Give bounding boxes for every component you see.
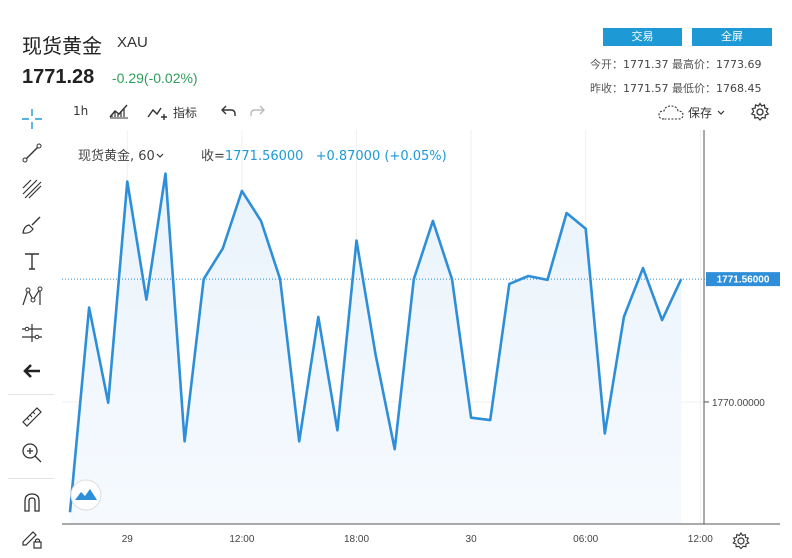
time-tick-label: 29 — [122, 534, 134, 545]
candle-type-icon[interactable] — [108, 102, 130, 120]
chart-toolbar: 1h 指标 保存 — [62, 98, 792, 130]
price-chart[interactable]: 29 12:00 18:00 30 06:00 12:00 1770.00000 1771… — [62, 130, 792, 558]
redo-icon[interactable] — [248, 103, 266, 119]
chart-legend: 现货黄金, 60 收=1771.56000 +0.87000 (+0.05%) — [78, 145, 447, 164]
drawing-tools-sidebar — [0, 98, 62, 558]
measure-icon[interactable] — [19, 320, 45, 346]
chevron-down-icon[interactable] — [155, 152, 165, 160]
open-label: 今开： — [590, 58, 623, 71]
fib-icon[interactable] — [19, 176, 45, 202]
zoom-in-icon[interactable] — [19, 440, 45, 466]
current-price: 1771.28 — [22, 66, 95, 88]
close-value: 1771.56000 — [224, 149, 304, 164]
back-arrow-icon[interactable] — [19, 358, 45, 384]
prev-close-value: 1771.57 — [623, 82, 669, 95]
trade-button[interactable]: 交易 — [603, 28, 682, 46]
brush-icon[interactable] — [19, 212, 45, 238]
sidebar-divider — [8, 394, 54, 395]
time-tick-label: 12:00 — [688, 534, 713, 545]
price-tick-label: 1770.00000 — [712, 398, 765, 409]
close-label: 收= — [200, 149, 225, 164]
time-tick-label: 18:00 — [344, 534, 369, 545]
price-line — [68, 172, 683, 513]
fullscreen-button[interactable]: 全屏 — [692, 28, 772, 46]
instrument-symbol: XAU — [117, 34, 148, 51]
low-label: 最低价： — [672, 82, 716, 95]
sidebar-divider — [8, 478, 54, 479]
time-tick-label: 12:00 — [229, 534, 254, 545]
settings-icon[interactable] — [750, 102, 770, 122]
open-value: 1771.37 — [623, 58, 669, 71]
interval-button[interactable]: 1h — [73, 104, 88, 118]
interval-label: 1h — [73, 104, 89, 118]
low-value: 1768.45 — [716, 82, 762, 95]
indicators-button[interactable]: 指标 — [147, 104, 197, 121]
last-price-tag: 1771.56000 — [706, 272, 780, 287]
magnet-icon[interactable] — [19, 490, 45, 516]
trend-line-icon[interactable] — [19, 140, 45, 166]
instrument-title: 现货黄金 — [22, 34, 102, 58]
open-high-stats: 今开：1771.37 最高价：1773.69 — [590, 56, 762, 72]
close-change: +0.87000 (+0.05%) — [315, 149, 447, 164]
indicators-label: 指标 — [173, 106, 198, 120]
save-label: 保存 — [688, 106, 713, 120]
prev-close-label: 昨收： — [590, 82, 623, 95]
pattern-icon[interactable] — [19, 284, 45, 310]
chevron-down-icon — [717, 110, 725, 115]
crosshair-icon[interactable] — [19, 106, 45, 132]
high-value: 1773.69 — [716, 58, 762, 71]
price-axis: 1770.00000 — [704, 398, 765, 409]
high-label: 最高价： — [672, 58, 716, 71]
time-axis: 29 12:00 18:00 30 06:00 12:00 — [122, 534, 714, 545]
last-price-label: 1771.56000 — [717, 275, 770, 286]
cloud-save-icon — [658, 104, 684, 120]
price-change: -0.29(-0.02%) — [112, 70, 198, 86]
time-tick-label: 30 — [466, 534, 478, 545]
header: 现货黄金 XAU 1771.28 -0.29(-0.02%) 交易 全屏 今开：… — [0, 0, 792, 98]
tradingview-logo-icon[interactable] — [70, 479, 102, 511]
time-tick-label: 06:00 — [573, 534, 598, 545]
prev-low-stats: 昨收：1771.57 最低价：1768.45 — [590, 80, 762, 96]
indicators-icon — [147, 107, 167, 120]
ruler-icon[interactable] — [19, 404, 45, 430]
text-icon[interactable] — [19, 248, 45, 274]
lock-pencil-icon[interactable] — [19, 526, 45, 552]
price-area — [70, 173, 682, 524]
series-name: 现货黄金, 60 — [78, 149, 155, 164]
undo-icon[interactable] — [220, 103, 238, 119]
axis-settings-icon[interactable] — [732, 531, 750, 550]
save-button[interactable]: 保存 — [658, 104, 726, 121]
